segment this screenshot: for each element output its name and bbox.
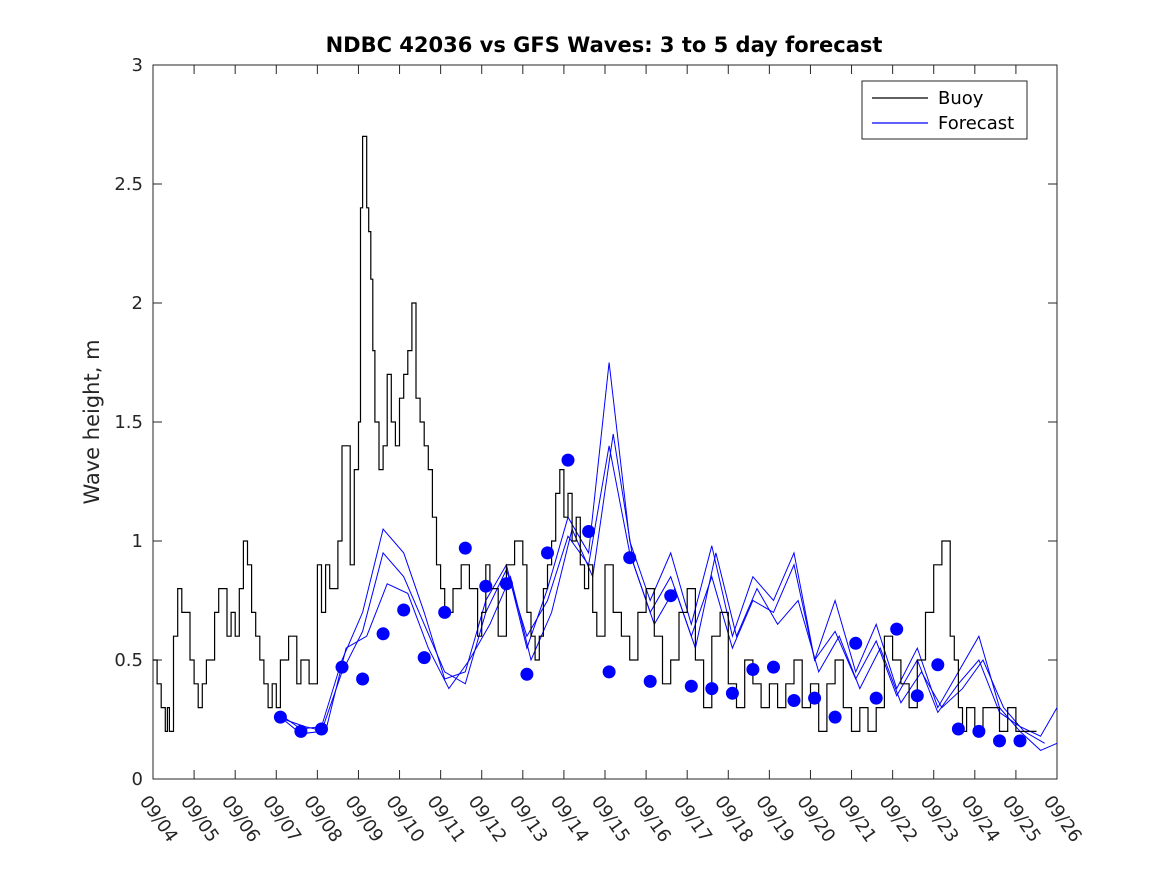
- x-tick-label: 09/22: [875, 792, 922, 847]
- y-tick-label: 3: [132, 55, 143, 76]
- forecast-point: [787, 694, 801, 707]
- x-tick-label: 09/10: [381, 792, 428, 847]
- forecast-point: [499, 577, 513, 591]
- x-tick-label: 09/25: [998, 792, 1045, 847]
- x-tick-label: 09/05: [176, 792, 223, 847]
- x-tick-label: 09/19: [751, 792, 798, 847]
- forecast-point: [746, 663, 760, 676]
- buoy-series-group: [153, 135, 1037, 732]
- forecast-point: [684, 679, 698, 693]
- forecast-point: [602, 665, 616, 679]
- forecast-point: [335, 660, 349, 674]
- x-tick-label: 09/24: [957, 792, 1004, 847]
- y-tick-label: 2.5: [114, 174, 143, 195]
- forecast-point: [438, 605, 452, 619]
- forecast-point: [376, 627, 390, 641]
- forecast-series-line-3: [284, 433, 1045, 744]
- forecast-point: [1013, 734, 1027, 748]
- forecast-point: [951, 722, 965, 736]
- forecast-point: [869, 691, 883, 705]
- forecast-point: [541, 546, 554, 560]
- y-tick-label: 1: [132, 531, 143, 552]
- x-tick-label: 09/13: [505, 792, 552, 847]
- x-tick-label: 09/14: [546, 792, 593, 847]
- forecast-point: [294, 724, 308, 738]
- forecast-point: [910, 689, 924, 703]
- forecast-point: [315, 722, 328, 736]
- x-tick-label: 09/23: [916, 792, 963, 847]
- x-tick-label: 09/06: [217, 792, 264, 847]
- y-axis-ticks: 0 0.5 1 1.5 2 2.5 3: [114, 55, 1057, 790]
- y-axis-label: Wave height, m: [80, 339, 104, 504]
- x-tick-label: 09/04: [135, 792, 182, 847]
- x-tick-label: 09/17: [669, 792, 716, 847]
- forecast-point: [397, 603, 411, 617]
- x-tick-label: 09/18: [710, 792, 757, 847]
- forecast-point: [972, 724, 986, 738]
- forecast-point: [520, 667, 534, 681]
- legend-forecast-label: Forecast: [938, 113, 1014, 134]
- x-tick-label: 09/16: [628, 792, 675, 847]
- x-tick-label: 09/08: [299, 792, 346, 847]
- forecast-point: [931, 658, 945, 672]
- forecast-point: [725, 686, 739, 700]
- forecast-series-group: [280, 362, 1058, 751]
- legend-box: [861, 80, 1028, 140]
- forecast-point: [849, 636, 863, 650]
- x-tick-label: 09/09: [340, 792, 387, 847]
- x-tick-label: 09/15: [587, 792, 634, 847]
- forecast-point: [828, 710, 842, 724]
- forecast-point: [993, 734, 1006, 748]
- forecast-point: [623, 551, 637, 565]
- forecast-point: [808, 691, 822, 705]
- forecast-point: [582, 525, 596, 538]
- forecast-point: [890, 622, 904, 636]
- x-tick-label: 09/11: [423, 792, 470, 847]
- forecast-point: [479, 579, 493, 593]
- y-tick-label: 0.5: [114, 650, 143, 671]
- forecast-point: [767, 660, 780, 674]
- y-tick-label: 1.5: [114, 412, 143, 433]
- x-tick-label: 09/21: [833, 792, 880, 847]
- forecast-point: [664, 589, 678, 603]
- x-tick-label: 09/26: [1039, 792, 1086, 847]
- forecast-point: [561, 453, 575, 467]
- legend-buoy-label: Buoy: [938, 88, 984, 109]
- forecast-point: [643, 674, 657, 688]
- x-tick-label: 09/20: [792, 792, 839, 847]
- y-tick-label: 2: [132, 293, 143, 314]
- forecast-series-line-2: [280, 362, 1058, 737]
- chart-title: NDBC 42036 vs GFS Waves: 3 to 5 day fore…: [326, 33, 883, 57]
- x-tick-label: 09/07: [258, 792, 305, 847]
- forecast-point: [417, 651, 431, 665]
- forecast-point: [705, 682, 719, 696]
- forecast-point: [458, 541, 472, 555]
- y-tick-label: 0: [132, 769, 143, 790]
- forecast-points-group: [273, 453, 1027, 748]
- x-tick-label: 09/12: [464, 792, 511, 847]
- forecast-point: [356, 672, 370, 686]
- buoy-series-line: [153, 135, 1037, 732]
- legend: Buoy Forecast: [861, 80, 1028, 140]
- forecast-point: [273, 710, 287, 724]
